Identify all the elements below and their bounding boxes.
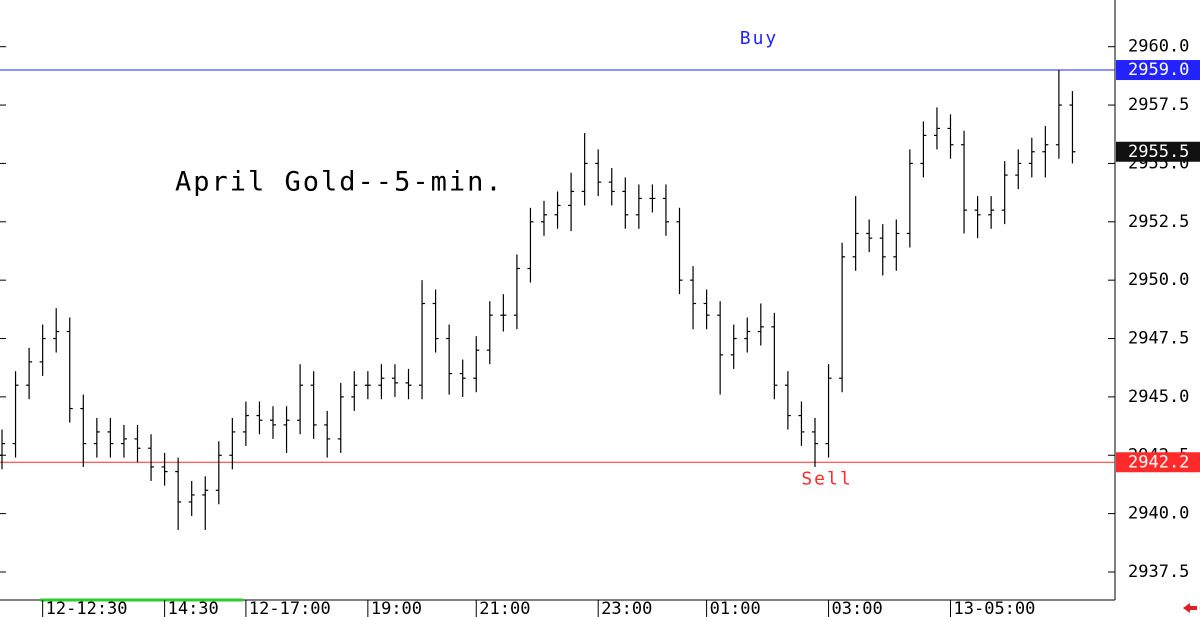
x-tick-label: 21:00 <box>479 599 530 617</box>
last-price-box <box>1116 141 1200 162</box>
level-label: 2942.2 <box>1128 452 1189 472</box>
x-tick-label: 23:00 <box>601 599 652 617</box>
x-tick-label: 19:00 <box>371 599 422 617</box>
level-label: 2959.0 <box>1128 60 1189 80</box>
y-tick-label: 2960.0 <box>1128 37 1189 57</box>
x-tick-label: 14:30 <box>168 599 219 617</box>
y-tick-label: 2940.0 <box>1128 504 1189 524</box>
y-tick-label: 2937.5 <box>1128 562 1189 582</box>
y-tick-label: 2950.0 <box>1128 270 1189 290</box>
chart-title: April Gold--5-min. <box>175 167 504 198</box>
last-price-label: 2955.5 <box>1128 142 1189 162</box>
x-tick-label: 12-17:00 <box>249 599 331 617</box>
level-box <box>1116 452 1200 473</box>
x-tick-label: 01:00 <box>710 599 761 617</box>
x-tick-label: 13-05:00 <box>954 599 1036 617</box>
level-name: Buy <box>740 28 779 49</box>
x-tick-label: 03:00 <box>832 599 883 617</box>
y-tick-label: 2957.5 <box>1128 95 1189 115</box>
y-tick-label: 2945.0 <box>1128 387 1189 407</box>
y-tick-label: 2952.5 <box>1128 212 1189 232</box>
scroll-arrow <box>1183 603 1197 613</box>
level-box <box>1116 60 1200 81</box>
y-tick-label: 2947.5 <box>1128 329 1189 349</box>
level-name: Sell <box>801 468 852 489</box>
x-tick-label: 12-12:30 <box>46 599 128 617</box>
